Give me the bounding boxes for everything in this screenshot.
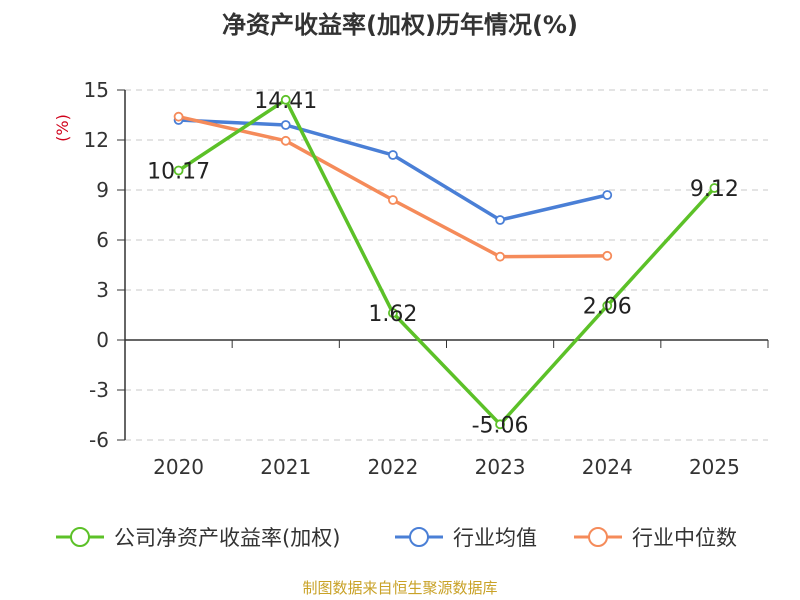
legend-marker <box>409 527 429 547</box>
data-label: 2.06 <box>583 295 632 320</box>
series-line <box>178 118 608 222</box>
data-label: 1.62 <box>368 302 417 327</box>
y-axis-unit-label: (%) <box>53 114 72 142</box>
data-source-note: 制图数据来自恒生聚源数据库 <box>302 579 497 597</box>
x-tick-label: 2025 <box>689 455 740 479</box>
legend[interactable]: 公司净资产收益率(加权) 行业均值 行业中位数 <box>56 526 737 550</box>
data-point <box>495 251 505 262</box>
data-point <box>173 111 184 122</box>
series-line <box>178 114 608 259</box>
data-point <box>602 300 613 311</box>
x-tick-label: 2020 <box>153 455 204 479</box>
data-point <box>709 183 720 193</box>
data-label: 9.12 <box>690 177 739 202</box>
data-point <box>388 308 398 318</box>
x-tick-label: 2021 <box>260 455 311 479</box>
data-point <box>388 195 398 205</box>
legend-marker <box>588 527 608 547</box>
series-lines <box>173 94 720 430</box>
data-label: 14.41 <box>254 89 317 114</box>
data-point <box>280 94 291 105</box>
x-tick-label: 2024 <box>582 455 633 479</box>
data-labels: 10.17 14.41 1.62 -5.06 2.06 9.12 <box>147 89 739 439</box>
legend-label: 行业均值 <box>453 526 537 550</box>
axes: 15 12 9 6 3 0 -3 -6 2020 2021 2022 2023 2024 2025 <box>84 78 769 479</box>
data-point <box>495 215 505 225</box>
data-point <box>280 135 291 146</box>
chart-title: 净资产收益率(加权)历年情况(%) <box>222 11 578 39</box>
data-point <box>495 419 505 430</box>
legend-label: 行业中位数 <box>632 526 737 550</box>
y-tick-label: 12 <box>84 128 109 152</box>
y-tick-label: 3 <box>96 278 109 302</box>
y-tick-label: 0 <box>96 328 109 352</box>
data-label: 10.17 <box>147 160 210 185</box>
series-line <box>177 98 716 427</box>
y-tick-label: 6 <box>96 228 109 252</box>
y-tick-label: 15 <box>84 78 109 102</box>
legend-label: 公司净资产收益率(加权) <box>114 526 340 550</box>
x-tick-label: 2022 <box>367 455 418 479</box>
gridlines <box>125 89 768 441</box>
data-point <box>602 250 613 261</box>
legend-marker <box>70 527 90 547</box>
y-tick-label: -6 <box>89 428 109 452</box>
data-point <box>280 120 291 130</box>
data-label: -5.06 <box>472 413 529 438</box>
data-point <box>173 165 184 176</box>
y-tick-label: 9 <box>96 178 109 202</box>
x-tick-label: 2023 <box>475 455 526 479</box>
y-tick-label: -3 <box>89 378 109 402</box>
data-point <box>388 150 398 160</box>
data-point <box>602 190 613 200</box>
